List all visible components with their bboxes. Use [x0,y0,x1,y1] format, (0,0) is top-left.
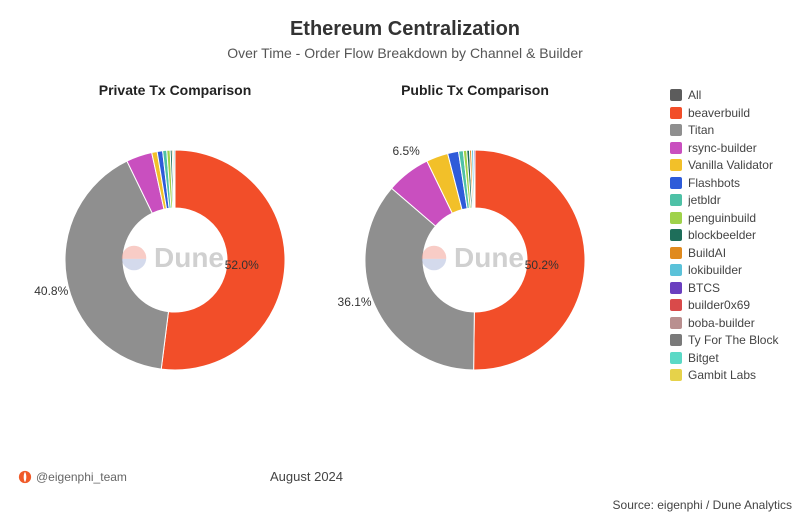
legend-item: Gambit Labs [670,368,800,382]
legend-swatch [670,369,682,381]
legend-label: All [688,88,800,102]
legend-swatch [670,334,682,346]
slice-value-label: 50.2% [525,258,559,272]
legend-swatch [670,299,682,311]
dune-logo-icon [420,244,448,272]
legend-label: Titan [688,123,800,137]
slice-value-label: 40.8% [34,284,68,298]
legend-swatch [670,264,682,276]
legend-item: Ty For The Block [670,333,800,347]
legend-item: BuildAI [670,246,800,260]
legend-item: penguinbuild [670,211,800,225]
legend-label: Gambit Labs [688,368,800,382]
legend-item: Titan [670,123,800,137]
donut-slice [157,151,169,209]
attribution-logo-icon [18,470,32,484]
legend-label: jetbldr [688,193,800,207]
legend-swatch [670,142,682,154]
attribution: @eigenphi_team [18,470,127,484]
donut-slice [174,150,175,208]
donut-slice [170,150,174,208]
donut-slice [365,188,474,370]
chart-subtitle: Private Tx Comparison [85,82,265,98]
legend-item: jetbldr [670,193,800,207]
subtitle: Over Time - Order Flow Breakdown by Chan… [0,45,810,61]
source-label: Source: eigenphi / Dune Analytics [613,498,792,512]
watermark-text: Dune [454,242,524,274]
date-label: August 2024 [270,469,343,484]
legend-swatch [670,194,682,206]
slice-value-label: 36.1% [338,295,372,309]
legend-item: Vanilla Validator [670,158,800,172]
legend-swatch [670,89,682,101]
legend-item: Bitget [670,351,800,365]
legend-label: builder0x69 [688,298,800,312]
donut-slice [392,161,453,226]
legend-swatch [670,317,682,329]
donut-slice [65,161,168,369]
legend-label: Vanilla Validator [688,158,800,172]
donut-slice [172,150,174,208]
donut-slice [152,151,167,209]
legend-label: Bitget [688,351,800,365]
legend-swatch [670,124,682,136]
legend-item: Flashbots [670,176,800,190]
chart-subtitle: Public Tx Comparison [385,82,565,98]
legend-label: lokibuilder [688,263,800,277]
donut-slice [472,150,475,208]
legend-item: lokibuilder [670,263,800,277]
legend-item: blockbeelder [670,228,800,242]
slice-value-label: 52.0% [225,258,259,272]
legend-item: beaverbuild [670,106,800,120]
dune-logo-icon [120,244,148,272]
legend: All beaverbuild Titan rsync-builder Vanilla … [670,88,800,386]
donut-slice [458,151,469,209]
donut-slice [474,150,475,208]
donut-slice [467,150,473,208]
main-title: Ethereum Centralization [0,0,810,41]
legend-label: penguinbuild [688,211,800,225]
donut-slice [167,150,173,208]
donut-slice [463,150,471,208]
legend-swatch [670,107,682,119]
legend-swatch [670,282,682,294]
donut-slice [127,153,164,214]
legend-label: BuildAI [688,246,800,260]
legend-swatch [670,159,682,171]
watermark: Dune [120,242,224,274]
legend-swatch [670,229,682,241]
slice-value-label: 6.5% [393,144,420,158]
watermark-text: Dune [154,242,224,274]
legend-item: rsync-builder [670,141,800,155]
watermark: Dune [420,242,524,274]
legend-swatch [670,212,682,224]
legend-label: rsync-builder [688,141,800,155]
legend-item: builder0x69 [670,298,800,312]
legend-swatch [670,352,682,364]
legend-item: boba-builder [670,316,800,330]
legend-item: BTCS [670,281,800,295]
legend-swatch [670,247,682,259]
donut-slice [469,150,473,208]
legend-label: Ty For The Block [688,333,800,347]
attribution-text: @eigenphi_team [36,470,127,484]
donut-slice [448,151,468,209]
legend-label: BTCS [688,281,800,295]
donut-slice [163,150,171,208]
legend-label: blockbeelder [688,228,800,242]
donut-slice [427,153,462,213]
legend-item: All [670,88,800,102]
figure-root: Ethereum Centralization Over Time - Orde… [0,0,810,524]
legend-label: boba-builder [688,316,800,330]
legend-label: beaverbuild [688,106,800,120]
donut-slice [161,150,285,370]
legend-label: Flashbots [688,176,800,190]
legend-swatch [670,177,682,189]
